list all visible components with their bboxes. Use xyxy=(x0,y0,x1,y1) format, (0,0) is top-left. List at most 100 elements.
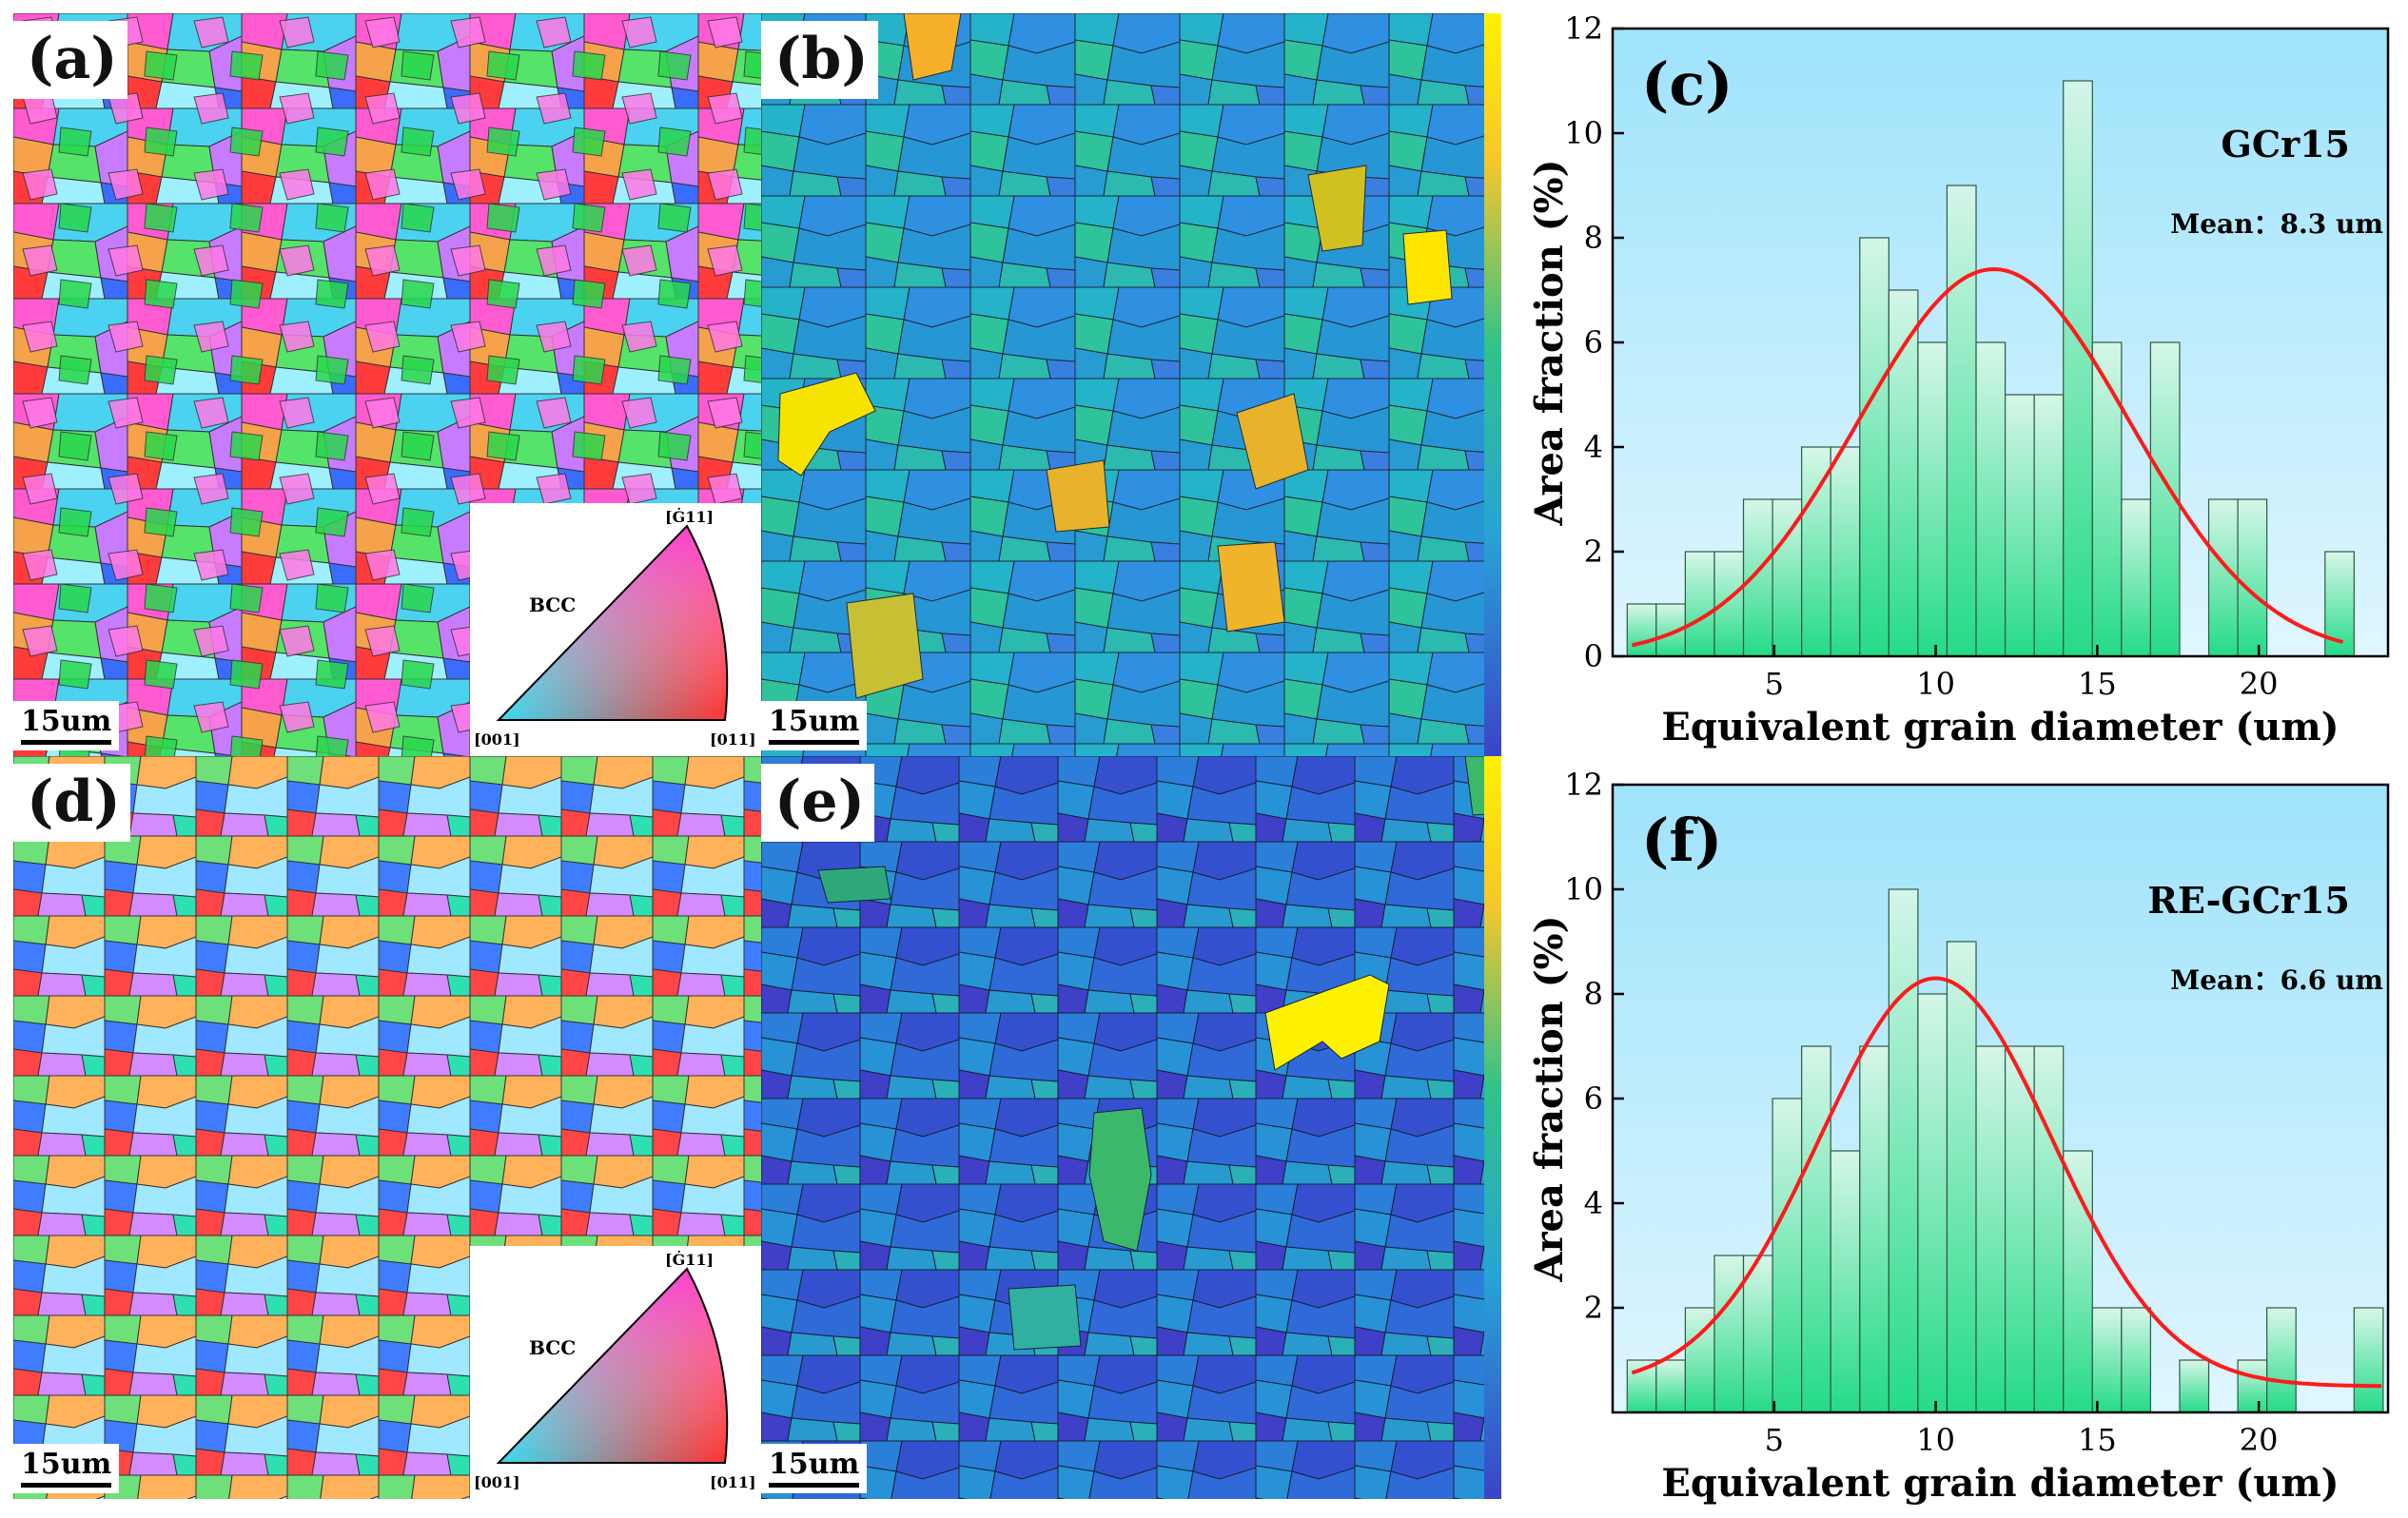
chart-f-bar xyxy=(2179,1359,2210,1413)
ipf-triangle-d: BCC [Ġ11] [001] [011] xyxy=(474,1250,756,1491)
chart-c-ytick-label: 2 xyxy=(1584,534,1603,570)
scale-bar-a-text: 15um xyxy=(21,705,112,738)
chart-c-xtick-label: 5 xyxy=(1765,666,1784,702)
chart-f-ytick-label: 12 xyxy=(1564,767,1603,803)
scale-bar-e: 15um xyxy=(761,1444,868,1493)
chart-f-panel-label: (f) xyxy=(1641,806,1722,875)
chart-c-xtick-label: 15 xyxy=(2078,666,2117,702)
chart-f-ytick-label: 10 xyxy=(1564,871,1603,907)
chart-c-ytick-label: 12 xyxy=(1564,10,1603,47)
chart-f-bar xyxy=(2091,1307,2123,1413)
scale-bar-a: 15um xyxy=(13,701,120,750)
chart-c-ytick-label: 10 xyxy=(1564,115,1603,151)
colorbar-e xyxy=(1484,756,1501,1499)
chart-f: 5 10 15 20 2 4 6 8 10 12 Equivalent grain diameter… xyxy=(1513,756,2408,1514)
chart-c-panel-label: (c) xyxy=(1641,49,1733,119)
chart-c-bar xyxy=(1713,551,1745,657)
chart-f-bar xyxy=(1888,888,1919,1413)
chart-c: 5 10 15 20 0 2 4 6 8 10 12 Equivalent grain diamete… xyxy=(1513,0,2408,756)
scale-bar-a-line xyxy=(21,740,112,745)
chart-c-xlabel: Equivalent grain diameter (um) xyxy=(1661,705,2339,749)
ipf-legend-a-right: [011] xyxy=(710,730,756,749)
chart-c-bar xyxy=(1684,551,1715,657)
chart-f-bar xyxy=(1946,941,1977,1413)
chart-c-bar xyxy=(1946,185,1977,657)
ipf-legend-d-title: BCC xyxy=(529,1336,576,1359)
ipf-legend-d-top: [Ġ11] xyxy=(665,1250,714,1269)
chart-f-bar xyxy=(2237,1359,2268,1413)
ipf-legend-d-right: [011] xyxy=(710,1473,756,1491)
chart-f-xtick-label: 5 xyxy=(1765,1422,1784,1458)
chart-f-bar xyxy=(2121,1307,2152,1413)
kam-map-e-image xyxy=(761,756,1501,1499)
chart-c-ylabel: Area fraction (%) xyxy=(1527,159,1572,526)
ipf-legend-a-title: BCC xyxy=(529,594,576,616)
chart-f-ylabel: Area fraction (%) xyxy=(1527,915,1572,1282)
chart-c-bar xyxy=(2004,394,2035,657)
ipf-legend-d: BCC [Ġ11] [001] [011] xyxy=(470,1246,761,1499)
chart-c-bar xyxy=(1830,446,1861,657)
panel-label-b: (b) xyxy=(761,21,878,99)
chart-c-svg: 5 10 15 20 0 2 4 6 8 10 12 Equivalent grain diamete… xyxy=(1527,10,2390,749)
chart-f-bar xyxy=(1975,1045,2007,1413)
chart-c-mean-label: Mean：8.3 um xyxy=(2170,208,2383,240)
chart-c-bar xyxy=(2091,341,2123,657)
chart-f-ytick-label: 6 xyxy=(1584,1080,1603,1117)
chart-c-bar xyxy=(1917,341,1948,657)
ipf-triangle-a: BCC [Ġ11] [001] [011] xyxy=(474,507,756,749)
ipf-legend-d-left: [001] xyxy=(474,1473,520,1491)
chart-c-ytick-label: 6 xyxy=(1584,324,1603,360)
scale-bar-e-text: 15um xyxy=(769,1448,860,1481)
colorbar-b xyxy=(1484,13,1501,756)
chart-f-bar xyxy=(2353,1307,2384,1413)
chart-f-bar xyxy=(1859,1045,1889,1413)
chart-c-ytick-label: 0 xyxy=(1584,638,1603,674)
chart-c-bar xyxy=(1626,603,1657,657)
chart-c-bar xyxy=(2121,498,2152,657)
panel-e-kam-map: (e) 15um xyxy=(761,756,1501,1499)
panel-a-ipf-map: (a) 15um BCC [Ġ11] [001] [011] xyxy=(13,13,761,756)
chart-c-fit-curve xyxy=(1631,266,2344,648)
chart-f-bar xyxy=(1801,1045,1831,1413)
panel-label-e: (e) xyxy=(761,764,874,842)
chart-f-bar xyxy=(1917,993,1948,1413)
scale-bar-b-line xyxy=(769,740,860,745)
chart-c-xtick-label: 20 xyxy=(2240,666,2279,702)
chart-f-ytick-label: 2 xyxy=(1584,1290,1603,1326)
chart-f-svg: 5 10 15 20 2 4 6 8 10 12 Equivalent grain diameter… xyxy=(1527,767,2390,1506)
scale-bar-b-text: 15um xyxy=(769,705,860,738)
scale-bar-e-line xyxy=(769,1483,860,1488)
chart-f-fit-curve xyxy=(1631,976,2382,1389)
chart-f-xtick-label: 15 xyxy=(2078,1422,2117,1458)
chart-f-bar xyxy=(1655,1359,1687,1413)
chart-f-bar xyxy=(2033,1045,2065,1413)
chart-f-bar xyxy=(2266,1307,2297,1413)
chart-c-bar xyxy=(1975,341,2007,657)
chart-f-bar xyxy=(1830,1150,1861,1413)
ipf-legend-a-top: [Ġ11] xyxy=(665,507,714,526)
scale-bar-d-text: 15um xyxy=(21,1448,112,1481)
chart-f-xlabel: Equivalent grain diameter (um) xyxy=(1661,1461,2339,1506)
panel-d-ipf-map: (d) 15um BCC [Ġ11] [001] [011] xyxy=(13,756,761,1499)
chart-c-bar xyxy=(1772,498,1803,657)
kam-map-b-image xyxy=(761,13,1501,756)
panel-b-kam-map: (b) 15um xyxy=(761,13,1501,756)
chart-c-bar xyxy=(2237,498,2268,657)
chart-f-xtick-label: 10 xyxy=(1916,1422,1955,1458)
chart-c-ytick-label: 4 xyxy=(1584,429,1603,465)
chart-f-ytick-label: 4 xyxy=(1584,1185,1603,1221)
panel-label-a: (a) xyxy=(13,21,127,99)
chart-c-bar xyxy=(2207,498,2239,657)
chart-f-ytick-label: 8 xyxy=(1584,976,1603,1012)
chart-c-bar xyxy=(2063,80,2093,657)
chart-f-mean-label: Mean：6.6 um xyxy=(2170,964,2383,996)
chart-c-bar xyxy=(1859,237,1889,657)
chart-c-bar xyxy=(1742,498,1773,657)
panel-label-d: (d) xyxy=(13,764,130,842)
ipf-map-a-image xyxy=(13,13,761,756)
chart-c-xtick-label: 10 xyxy=(1916,666,1955,702)
scale-bar-d-line xyxy=(21,1483,112,1488)
chart-c-bar xyxy=(2033,394,2065,657)
chart-c-bar xyxy=(1801,446,1831,657)
chart-f-bar xyxy=(1772,1098,1803,1413)
